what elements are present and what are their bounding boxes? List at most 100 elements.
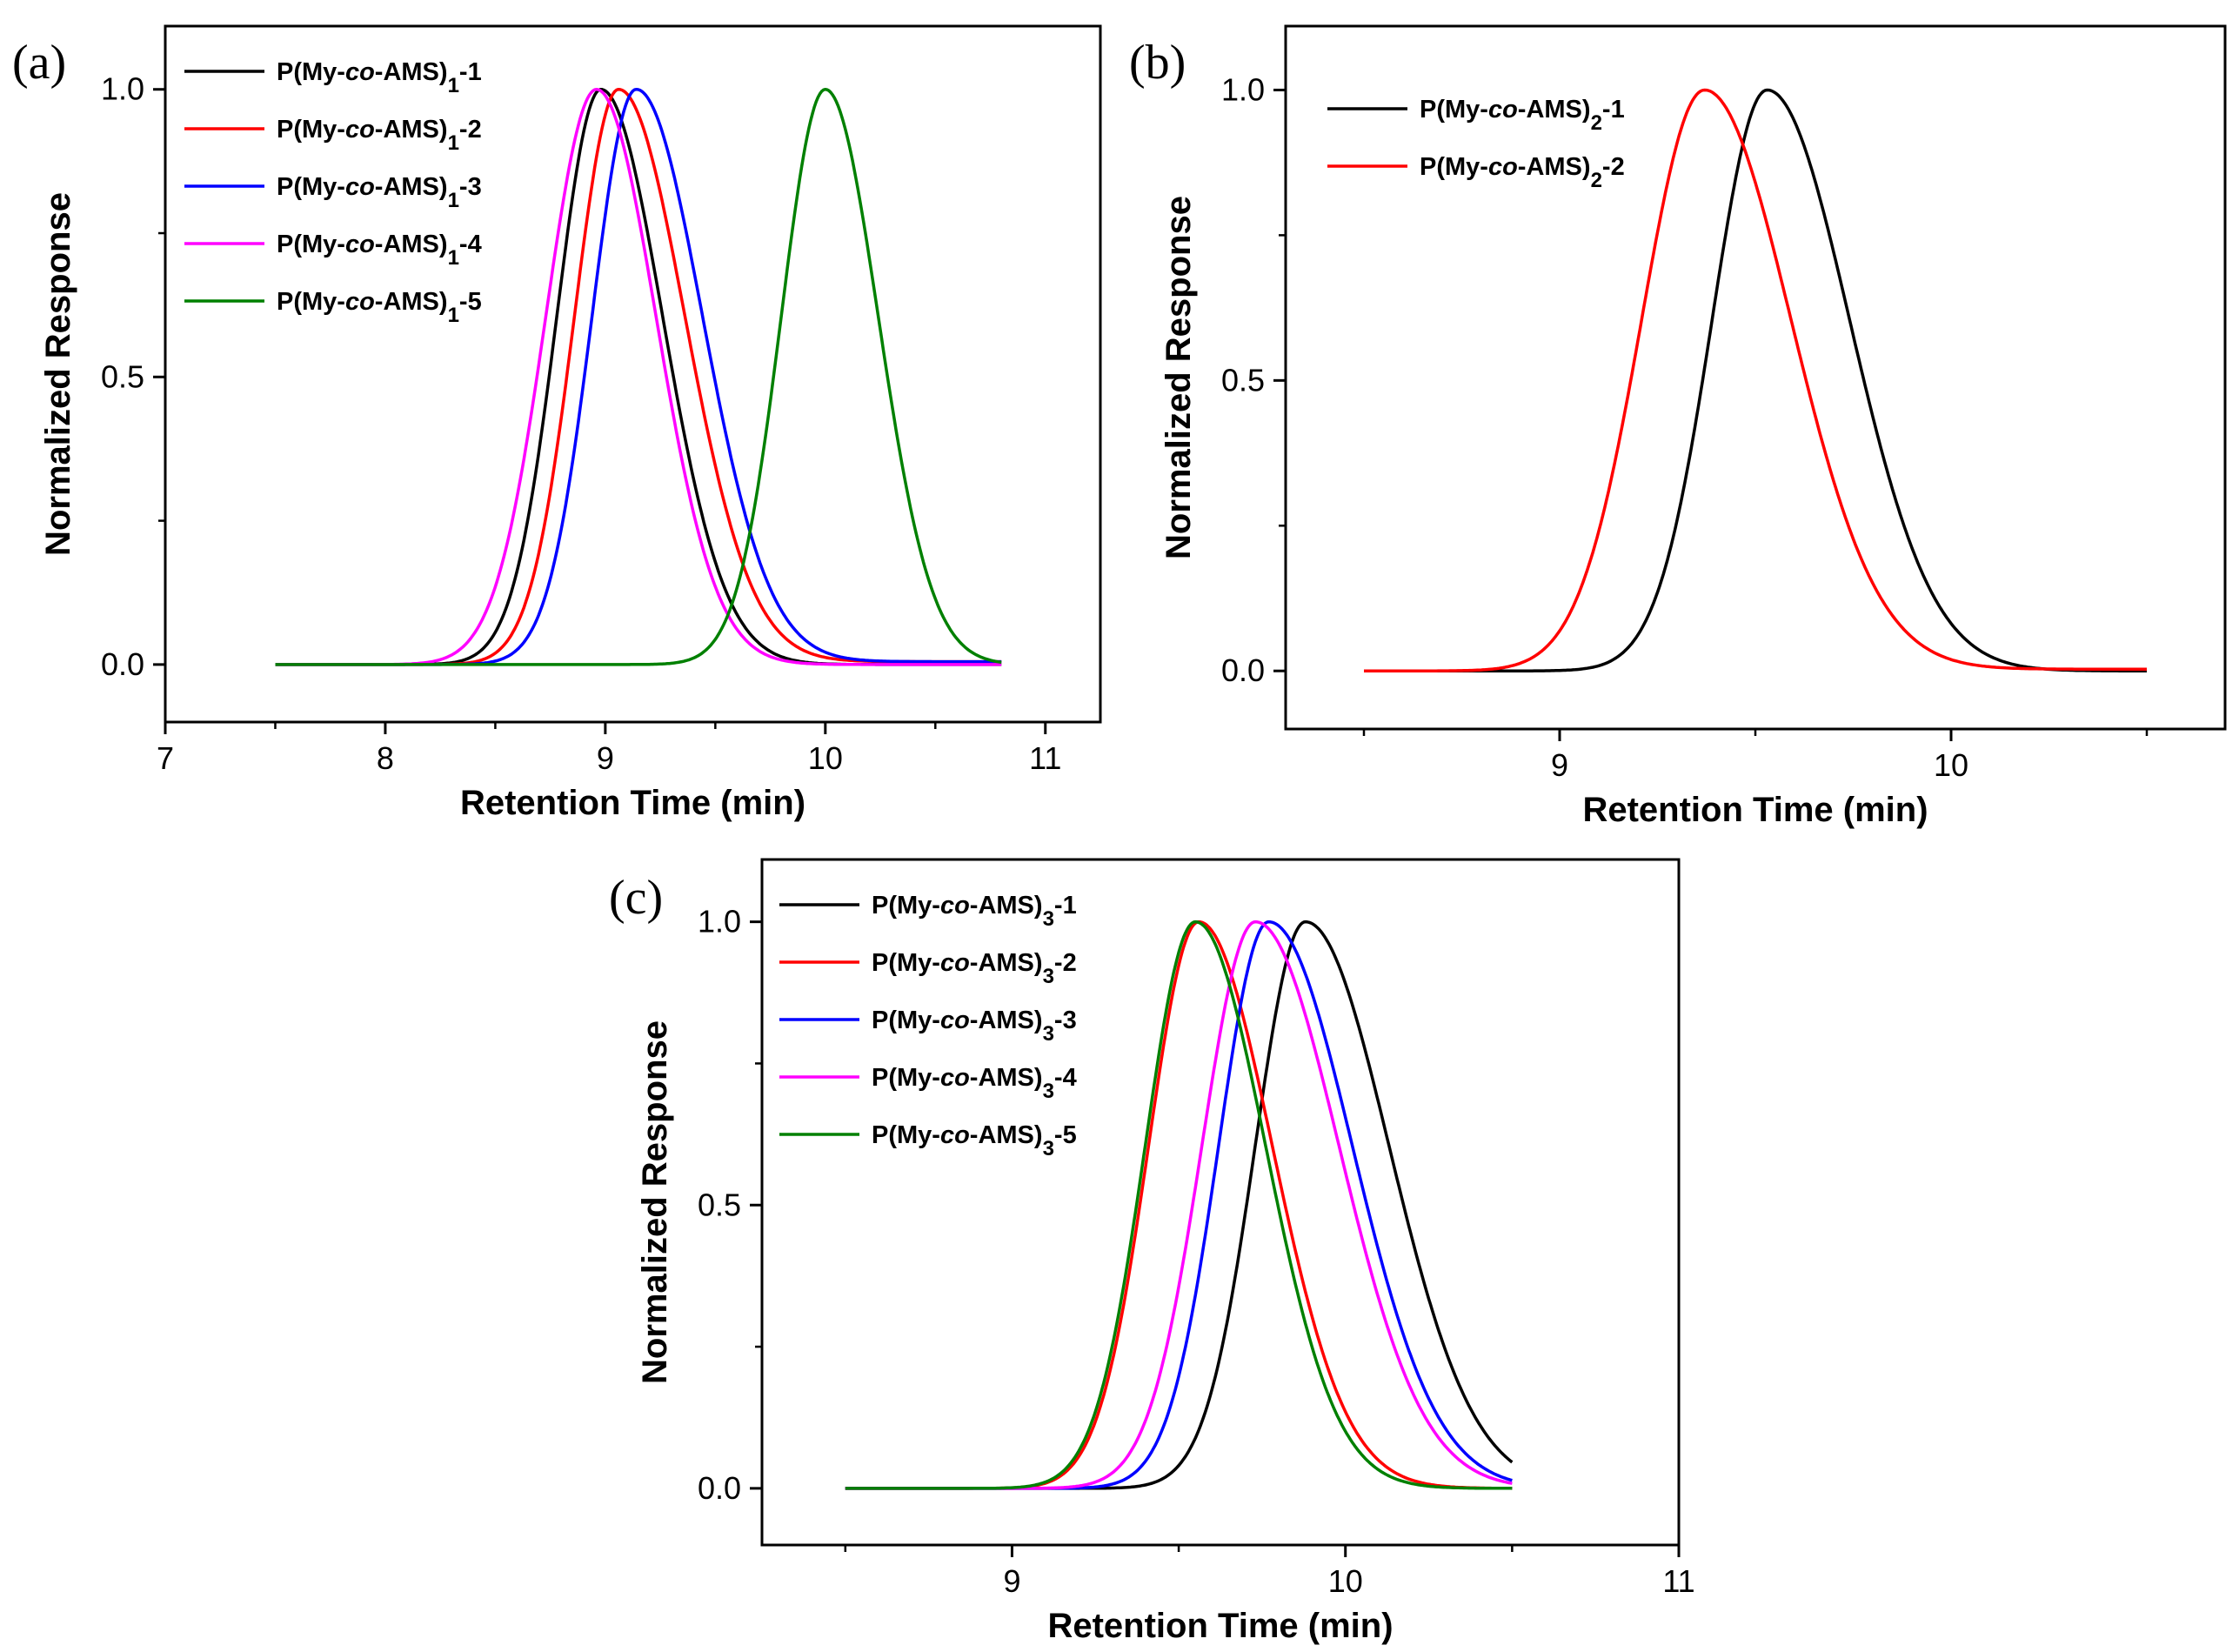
legend-label-italic: co bbox=[940, 892, 970, 920]
legend-label-prefix: P(My- bbox=[872, 949, 940, 977]
legend-label-subscript: 1 bbox=[448, 246, 459, 270]
legend-label-mid: -AMS) bbox=[970, 1064, 1043, 1092]
legend-label-suffix: -1 bbox=[1602, 96, 1625, 124]
y-tick-label: 1.0 bbox=[1221, 71, 1265, 107]
legend-label-suffix: -2 bbox=[459, 116, 482, 144]
legend-label-prefix: P(My- bbox=[872, 1064, 940, 1092]
x-tick-label: 10 bbox=[1934, 747, 1968, 783]
legend-label: P(My-co-AMS)2-2 bbox=[1420, 153, 1625, 192]
legend-label-suffix: -3 bbox=[1054, 1007, 1077, 1034]
legend-label: P(My-co-AMS)1-4 bbox=[277, 231, 482, 270]
legend-label-suffix: -1 bbox=[1054, 892, 1077, 920]
legend-label-italic: co bbox=[345, 173, 375, 201]
legend-label-subscript: 3 bbox=[1043, 1137, 1054, 1160]
panel-label: (a) bbox=[12, 36, 66, 90]
legend-label: P(My-co-AMS)1-3 bbox=[277, 173, 482, 212]
legend-label-mid: -AMS) bbox=[970, 1121, 1043, 1149]
y-tick-label: 0.0 bbox=[698, 1470, 741, 1506]
chart-panel-2: 9 10 0.0 0.5 1.0 Retention Time (min) Normaliz… bbox=[1129, 24, 2227, 829]
legend: P(My-co-AMS)2-1P(My-co-AMS)2-2 bbox=[1327, 96, 1625, 192]
series-line-2 bbox=[1364, 88, 2147, 672]
legend-item-2: P(My-co-AMS)3-2 bbox=[779, 949, 1077, 988]
legend-label-italic: co bbox=[940, 1121, 970, 1149]
legend-item-3: P(My-co-AMS)3-3 bbox=[779, 1007, 1077, 1046]
legend-item-1: P(My-co-AMS)3-1 bbox=[779, 892, 1077, 931]
x-axis-title: Retention Time (min) bbox=[1582, 791, 1928, 829]
legend-label-prefix: P(My- bbox=[277, 173, 345, 201]
legend-label-prefix: P(My- bbox=[1420, 96, 1488, 124]
legend-label-suffix: -2 bbox=[1054, 949, 1077, 977]
legend-label-italic: co bbox=[1488, 153, 1518, 181]
series-line-5 bbox=[845, 920, 1513, 1490]
x-tick-label: 7 bbox=[157, 740, 174, 776]
legend-label: P(My-co-AMS)2-1 bbox=[1420, 96, 1625, 135]
chart-panel-3: 9 10 11 0.0 0.5 1.0 Retention Time (min) Normal… bbox=[609, 858, 1695, 1645]
x-tick-label: 9 bbox=[597, 740, 614, 776]
legend-label-subscript: 1 bbox=[448, 304, 459, 327]
legend-label-mid: -AMS) bbox=[970, 949, 1043, 977]
legend-label-subscript: 1 bbox=[448, 131, 459, 155]
series-line-1 bbox=[1364, 88, 2147, 672]
plot-frame bbox=[1284, 24, 2227, 731]
legend-label-mid: -AMS) bbox=[970, 1007, 1043, 1034]
legend-label-mid: -AMS) bbox=[970, 892, 1043, 920]
x-tick-label: 8 bbox=[377, 740, 394, 776]
y-tick-label: 0.5 bbox=[698, 1187, 741, 1222]
legend-label-subscript: 3 bbox=[1043, 1022, 1054, 1046]
legend-label-italic: co bbox=[345, 231, 375, 258]
legend-label-subscript: 3 bbox=[1043, 1080, 1054, 1103]
y-axis-title: Normalized Response bbox=[636, 1020, 674, 1384]
legend-label: P(My-co-AMS)3-3 bbox=[872, 1007, 1077, 1046]
x-tick-label: 10 bbox=[1328, 1563, 1363, 1599]
legend-item-1: P(My-co-AMS)2-1 bbox=[1327, 96, 1625, 135]
legend-item-4: P(My-co-AMS)3-4 bbox=[779, 1064, 1077, 1103]
legend-label-prefix: P(My- bbox=[277, 231, 345, 258]
legend-label-prefix: P(My- bbox=[872, 1007, 940, 1034]
x-tick-label: 9 bbox=[1551, 747, 1568, 783]
x-tick-label: 11 bbox=[1662, 1563, 1694, 1599]
x-axis-title: Retention Time (min) bbox=[460, 784, 805, 822]
legend-label-italic: co bbox=[345, 116, 375, 144]
legend-label-italic: co bbox=[345, 288, 375, 316]
legend-label-mid: -AMS) bbox=[375, 116, 448, 144]
legend-label-italic: co bbox=[345, 58, 375, 86]
legend-label-mid: -AMS) bbox=[1518, 153, 1591, 181]
legend-label-subscript: 3 bbox=[1043, 965, 1054, 988]
legend-label-italic: co bbox=[1488, 96, 1518, 124]
series-line-5 bbox=[275, 87, 1002, 666]
legend-label-suffix: -5 bbox=[459, 288, 482, 316]
y-tick-label: 0.0 bbox=[101, 646, 144, 682]
legend-label-prefix: P(My- bbox=[872, 1121, 940, 1149]
legend-label-mid: -AMS) bbox=[375, 58, 448, 86]
legend-item-4: P(My-co-AMS)1-4 bbox=[184, 231, 482, 270]
panel-label: (c) bbox=[609, 871, 663, 925]
panel-label: (b) bbox=[1129, 36, 1186, 90]
x-tick-label: 11 bbox=[1029, 740, 1061, 776]
y-axis-title: Normalized Response bbox=[39, 192, 77, 556]
legend-label-subscript: 2 bbox=[1591, 111, 1602, 135]
legend-label: P(My-co-AMS)1-1 bbox=[277, 58, 482, 97]
legend-label-prefix: P(My- bbox=[277, 58, 345, 86]
y-tick-label: 0.5 bbox=[101, 358, 144, 394]
legend-label-suffix: -4 bbox=[459, 231, 482, 258]
legend-label-mid: -AMS) bbox=[375, 173, 448, 201]
legend-label-italic: co bbox=[940, 1007, 970, 1034]
legend: P(My-co-AMS)3-1P(My-co-AMS)3-2P(My-co-AM… bbox=[779, 892, 1077, 1160]
legend: P(My-co-AMS)1-1P(My-co-AMS)1-2P(My-co-AM… bbox=[184, 58, 482, 327]
legend-label-suffix: -3 bbox=[459, 173, 482, 201]
legend-label-subscript: 1 bbox=[448, 74, 459, 97]
legend-label-subscript: 1 bbox=[448, 189, 459, 212]
legend-label-suffix: -5 bbox=[1054, 1121, 1077, 1149]
legend-label-mid: -AMS) bbox=[1518, 96, 1591, 124]
y-tick-label: 1.0 bbox=[101, 71, 144, 107]
legend-label: P(My-co-AMS)3-5 bbox=[872, 1121, 1077, 1160]
legend-label-italic: co bbox=[940, 949, 970, 977]
legend-item-2: P(My-co-AMS)2-2 bbox=[1327, 153, 1625, 192]
legend-label-suffix: -1 bbox=[459, 58, 482, 86]
y-tick-label: 0.0 bbox=[1221, 652, 1265, 688]
legend-label-prefix: P(My- bbox=[277, 116, 345, 144]
legend-item-1: P(My-co-AMS)1-1 bbox=[184, 58, 482, 97]
y-tick-label: 0.5 bbox=[1221, 362, 1265, 398]
